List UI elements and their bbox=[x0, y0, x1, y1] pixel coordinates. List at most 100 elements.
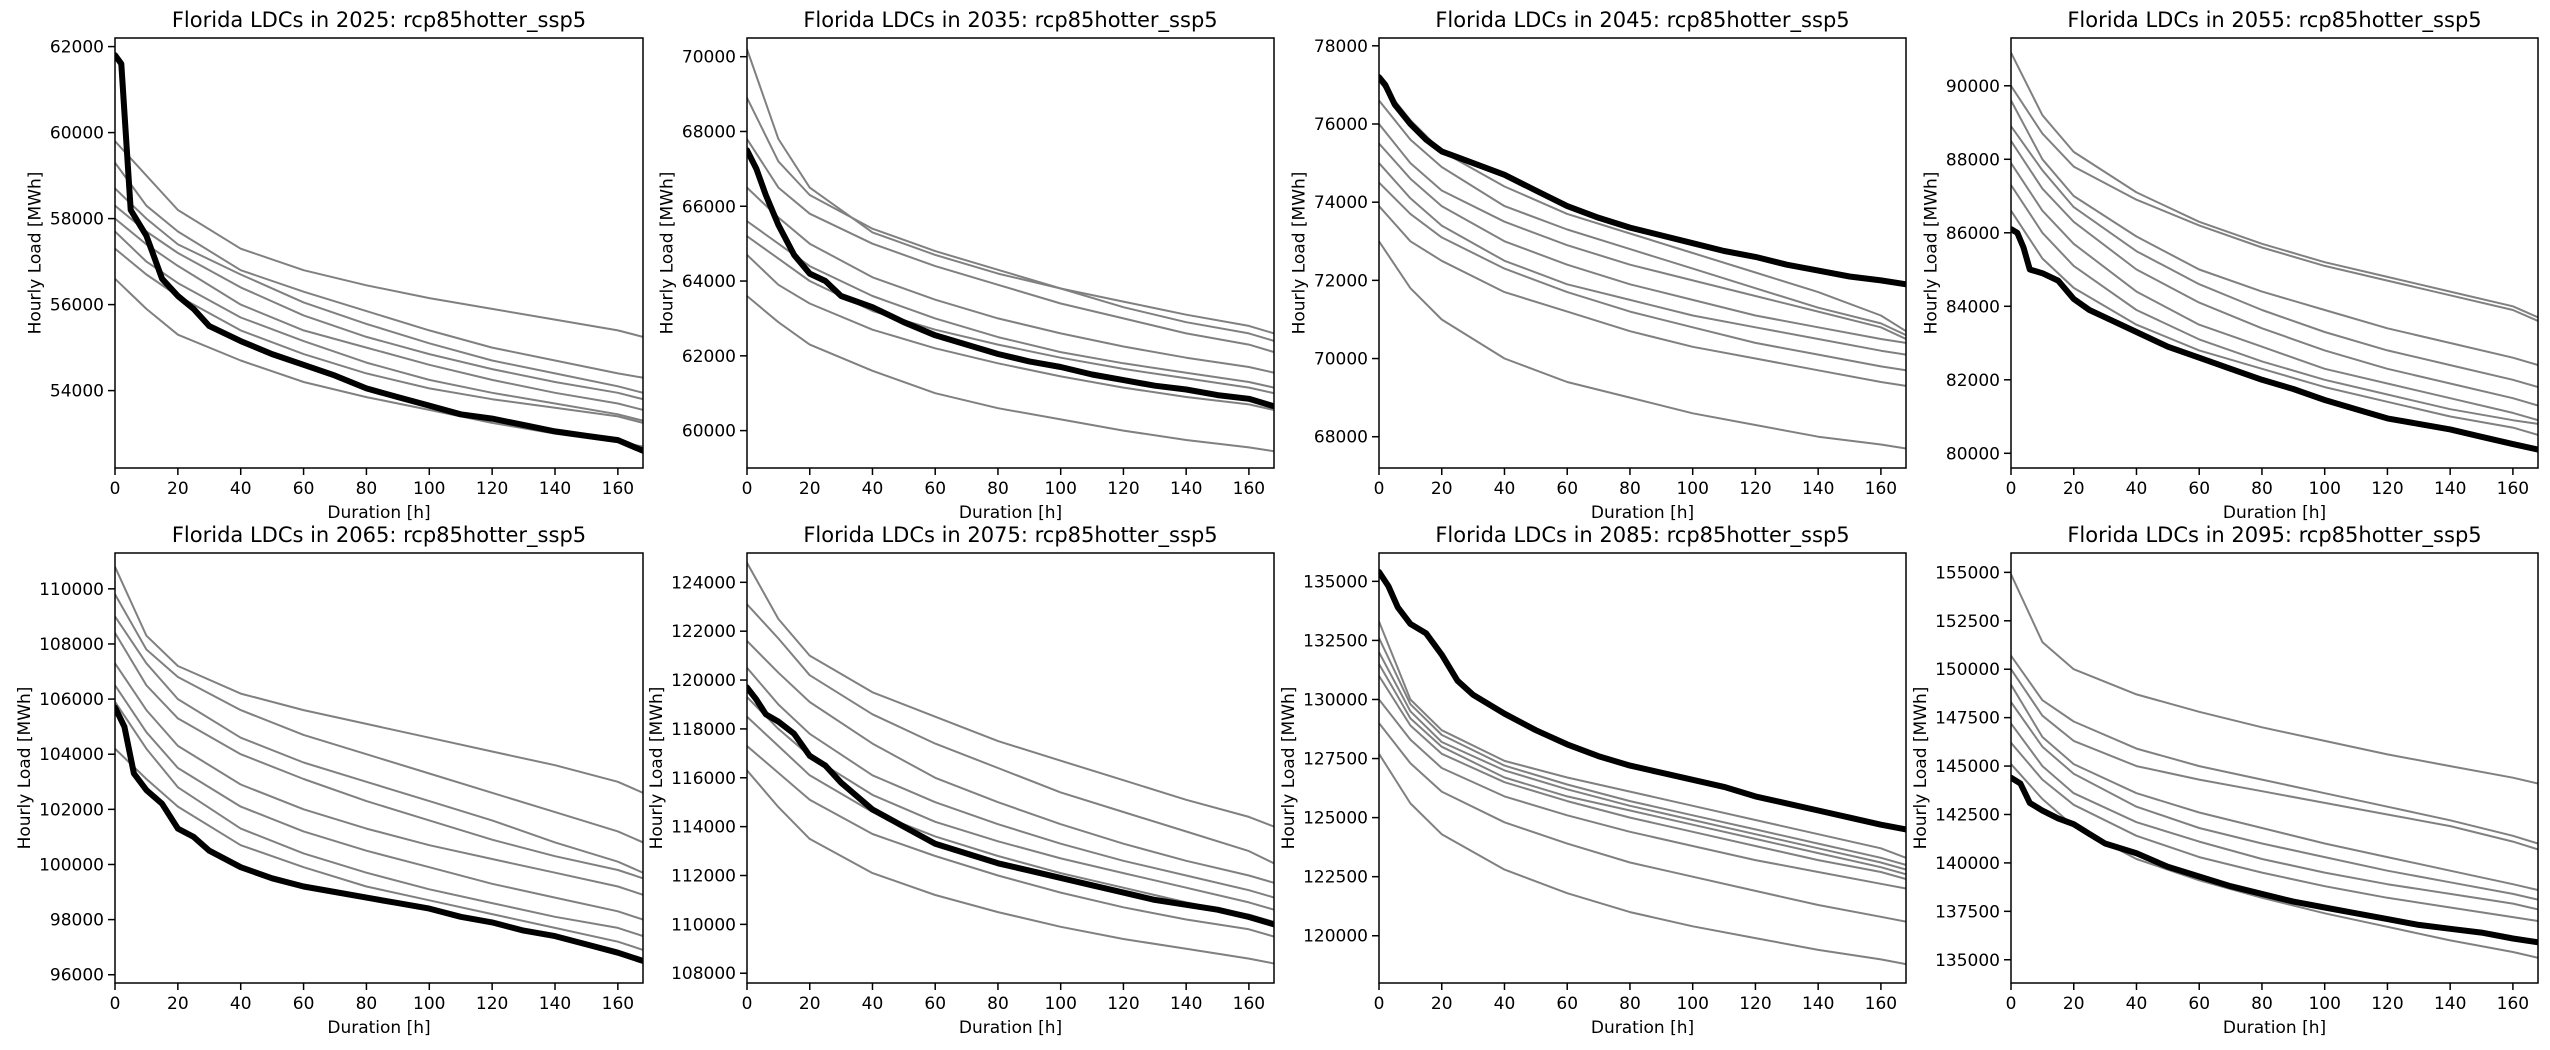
x-tick-label: 100 bbox=[1044, 479, 1076, 499]
y-tick-label: 86000 bbox=[1946, 224, 2000, 244]
series-line-1 bbox=[2011, 85, 2538, 322]
y-tick-label: 74000 bbox=[1314, 193, 1368, 213]
y-tick-label: 122000 bbox=[671, 622, 736, 642]
y-tick-label: 135000 bbox=[1935, 951, 2000, 971]
x-tick-label: 20 bbox=[1431, 994, 1453, 1014]
series-line-7 bbox=[1379, 240, 1906, 450]
x-tick-label: 160 bbox=[1865, 994, 1897, 1014]
plot-area bbox=[747, 48, 1274, 453]
plot-area bbox=[2011, 573, 2538, 959]
series-line-0 bbox=[115, 140, 643, 338]
series-line-4 bbox=[747, 220, 1274, 389]
series-line-0 bbox=[115, 566, 643, 794]
series-line-2 bbox=[747, 138, 1274, 354]
x-tick-label: 20 bbox=[2063, 479, 2085, 499]
axes-frame bbox=[1378, 552, 1907, 984]
y-axis-label: Hourly Load [MWh] bbox=[658, 172, 678, 335]
series-line-7 bbox=[2011, 210, 2538, 436]
series-line-3 bbox=[1379, 663, 1906, 876]
x-tick-label: 40 bbox=[2126, 994, 2148, 1014]
x-tick-label: 0 bbox=[2006, 479, 2017, 499]
x-tick-label: 120 bbox=[1107, 994, 1139, 1014]
y-tick-label: 98000 bbox=[50, 911, 104, 931]
x-tick-label: 120 bbox=[1107, 479, 1139, 499]
x-tick-label: 60 bbox=[293, 994, 315, 1014]
y-tick-label: 137500 bbox=[1935, 902, 2000, 922]
x-tick-label: 80 bbox=[2251, 479, 2273, 499]
chart-panel-6: 0 20 40 60 80 100 120 140 160 120000 122500 125000 1… bbox=[1279, 523, 1907, 1038]
x-tick-label: 140 bbox=[2434, 479, 2466, 499]
x-tick-label: 140 bbox=[1802, 479, 1834, 499]
series-line-7 bbox=[115, 747, 643, 951]
plot-area bbox=[115, 566, 643, 964]
y-axis-label: Hourly Load [MWh] bbox=[26, 172, 46, 335]
x-tick-label: 40 bbox=[230, 994, 252, 1014]
x-tick-label: 80 bbox=[2251, 994, 2273, 1014]
axes-frame bbox=[746, 552, 1275, 984]
chart-title: Florida LDCs in 2075: rcp85hotter_ssp5 bbox=[803, 523, 1217, 548]
x-axis-label: Duration [h] bbox=[959, 503, 1062, 523]
x-tick-label: 60 bbox=[924, 994, 946, 1014]
series-line-2 bbox=[115, 615, 643, 874]
x-tick-label: 100 bbox=[413, 479, 445, 499]
series-line-6 bbox=[2011, 742, 2538, 922]
y-tick-label: 152500 bbox=[1935, 612, 2000, 632]
y-tick-label: 110000 bbox=[39, 580, 104, 600]
highlight-line bbox=[1379, 568, 1906, 833]
x-tick-label: 60 bbox=[2188, 479, 2210, 499]
x-tick-label: 80 bbox=[987, 479, 1009, 499]
series-line-1 bbox=[1379, 99, 1906, 337]
chart-title: Florida LDCs in 2095: rcp85hotter_ssp5 bbox=[2067, 523, 2481, 548]
x-tick-label: 120 bbox=[1739, 479, 1771, 499]
series-line-6 bbox=[747, 254, 1274, 411]
series-line-4 bbox=[2011, 701, 2538, 901]
series-line-1 bbox=[1379, 637, 1906, 866]
chart-panel-1: 0 20 40 60 80 100 120 140 160 60000 62000 64000 6600… bbox=[658, 8, 1275, 523]
x-tick-label: 160 bbox=[602, 479, 634, 499]
series-line-3 bbox=[115, 632, 643, 880]
series-line-6 bbox=[2011, 184, 2538, 425]
x-axis-label: Duration [h] bbox=[327, 1018, 430, 1038]
series-line-2 bbox=[1379, 123, 1906, 340]
series-line-3 bbox=[2011, 125, 2538, 389]
chart-panel-5: 0 20 40 60 80 100 120 140 160 108000 110000 112000 1… bbox=[647, 523, 1275, 1038]
y-tick-label: 127500 bbox=[1303, 750, 1368, 770]
y-tick-label: 114000 bbox=[671, 818, 736, 838]
chart-title: Florida LDCs in 2065: rcp85hotter_ssp5 bbox=[172, 523, 586, 548]
y-tick-label: 70000 bbox=[1314, 350, 1368, 370]
series-line-4 bbox=[1379, 162, 1906, 356]
y-tick-label: 116000 bbox=[671, 769, 736, 789]
y-tick-label: 84000 bbox=[1946, 297, 2000, 317]
x-tick-label: 40 bbox=[862, 479, 884, 499]
y-axis-label: Hourly Load [MWh] bbox=[15, 687, 35, 850]
series-line-1 bbox=[115, 593, 643, 844]
chart-panel-0: 0 20 40 60 80 100 120 140 160 54000 56000 58000 6000… bbox=[26, 8, 644, 523]
y-tick-label: 147500 bbox=[1935, 709, 2000, 729]
series-line-4 bbox=[747, 696, 1274, 911]
plot-area bbox=[747, 562, 1274, 965]
series-line-3 bbox=[115, 204, 643, 401]
x-tick-label: 0 bbox=[110, 994, 121, 1014]
x-tick-label: 20 bbox=[167, 479, 189, 499]
y-tick-label: 135000 bbox=[1303, 572, 1368, 592]
x-tick-label: 40 bbox=[230, 479, 252, 499]
y-axis-label: Hourly Load [MWh] bbox=[1911, 687, 1931, 850]
y-tick-label: 96000 bbox=[50, 966, 104, 986]
y-tick-label: 54000 bbox=[50, 382, 104, 402]
x-tick-label: 20 bbox=[799, 994, 821, 1014]
axes-frame bbox=[2010, 552, 2539, 984]
x-axis-label: Duration [h] bbox=[1591, 503, 1694, 523]
axes-frame bbox=[114, 552, 644, 984]
series-line-7 bbox=[2011, 763, 2538, 959]
x-tick-label: 0 bbox=[1374, 994, 1385, 1014]
y-tick-label: 118000 bbox=[671, 720, 736, 740]
x-tick-label: 140 bbox=[2434, 994, 2466, 1014]
series-line-3 bbox=[747, 667, 1274, 899]
y-tick-label: 120000 bbox=[671, 671, 736, 691]
x-tick-label: 0 bbox=[742, 994, 753, 1014]
chart-panel-7: 0 20 40 60 80 100 120 140 160 135000 137500 140000 1… bbox=[1911, 523, 2539, 1038]
series-line-4 bbox=[2011, 140, 2538, 407]
x-tick-label: 120 bbox=[476, 479, 508, 499]
series-line-3 bbox=[747, 186, 1274, 374]
chart-title: Florida LDCs in 2055: rcp85hotter_ssp5 bbox=[2067, 8, 2481, 33]
